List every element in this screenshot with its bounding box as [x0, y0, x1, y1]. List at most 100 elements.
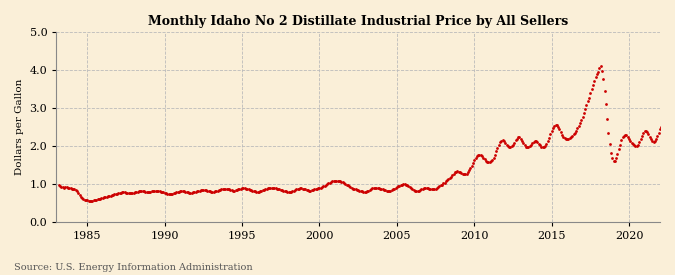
Point [447, 173, 458, 177]
Point [673, 134, 675, 139]
Point [502, 144, 513, 148]
Point [84, 199, 95, 203]
Point [366, 187, 377, 191]
Point [309, 187, 320, 192]
Point [137, 189, 148, 193]
Point [290, 188, 300, 192]
Point [155, 189, 166, 194]
Point [319, 183, 330, 188]
Point [527, 141, 538, 145]
Point [118, 190, 129, 195]
Point [412, 189, 423, 194]
Point [151, 188, 161, 193]
Point [471, 154, 482, 158]
Point [53, 183, 64, 188]
Point [97, 196, 108, 200]
Point [372, 186, 383, 190]
Point [243, 187, 254, 192]
Point [586, 87, 597, 92]
Point [423, 186, 433, 191]
Point [279, 189, 290, 193]
Point [236, 186, 246, 191]
Point [95, 196, 105, 201]
Point [352, 188, 362, 192]
Point [433, 185, 443, 189]
Point [86, 199, 97, 203]
Point [302, 188, 313, 192]
Point [148, 189, 159, 193]
Point [515, 137, 526, 141]
Point [265, 185, 276, 190]
Point [79, 197, 90, 202]
Point [505, 145, 516, 149]
Point [248, 189, 259, 193]
Point [611, 156, 622, 161]
Point [482, 160, 493, 164]
Point [141, 190, 152, 194]
Point [612, 152, 623, 156]
Point [469, 158, 480, 163]
Point [217, 187, 228, 191]
Point [127, 191, 138, 196]
Point [110, 192, 121, 196]
Point [402, 183, 412, 188]
Point [641, 128, 651, 133]
Point [257, 188, 268, 192]
Point [74, 192, 85, 197]
Point [113, 191, 124, 196]
Point [642, 130, 653, 134]
Point [497, 138, 508, 143]
Point [383, 189, 394, 193]
Point [68, 187, 78, 191]
Point [406, 186, 416, 191]
Point [408, 188, 419, 192]
Point [88, 198, 99, 203]
Point [481, 159, 491, 163]
Point [193, 189, 204, 193]
Point [242, 187, 252, 191]
Point [411, 189, 422, 194]
Point [202, 188, 213, 193]
Point [167, 191, 178, 196]
Point [55, 184, 65, 188]
Point [425, 187, 436, 191]
Point [644, 134, 655, 139]
Point [651, 137, 661, 141]
Point [91, 197, 102, 202]
Point [158, 190, 169, 195]
Point [615, 142, 626, 147]
Point [227, 188, 238, 193]
Point [132, 189, 143, 194]
Point [111, 191, 122, 196]
Point [60, 185, 71, 189]
Point [652, 134, 663, 138]
Point [510, 138, 521, 143]
Point [638, 131, 649, 135]
Point [403, 184, 414, 188]
Point [209, 189, 219, 194]
Point [665, 139, 675, 144]
Point [311, 186, 322, 191]
Point [234, 187, 245, 191]
Point [237, 186, 248, 191]
Point [225, 188, 236, 192]
Point [573, 124, 584, 128]
Point [216, 187, 227, 192]
Point [192, 189, 202, 194]
Point [551, 123, 562, 127]
Point [355, 189, 366, 193]
Point [104, 194, 115, 198]
Point [523, 145, 534, 149]
Point [574, 121, 585, 126]
Point [176, 189, 187, 194]
Point [90, 198, 101, 202]
Point [541, 141, 552, 146]
Point [628, 142, 639, 147]
Point [580, 107, 591, 111]
Point [567, 133, 578, 138]
Point [513, 135, 524, 140]
Point [286, 189, 296, 194]
Point [169, 191, 180, 195]
Point [161, 191, 171, 196]
Point [604, 142, 615, 146]
